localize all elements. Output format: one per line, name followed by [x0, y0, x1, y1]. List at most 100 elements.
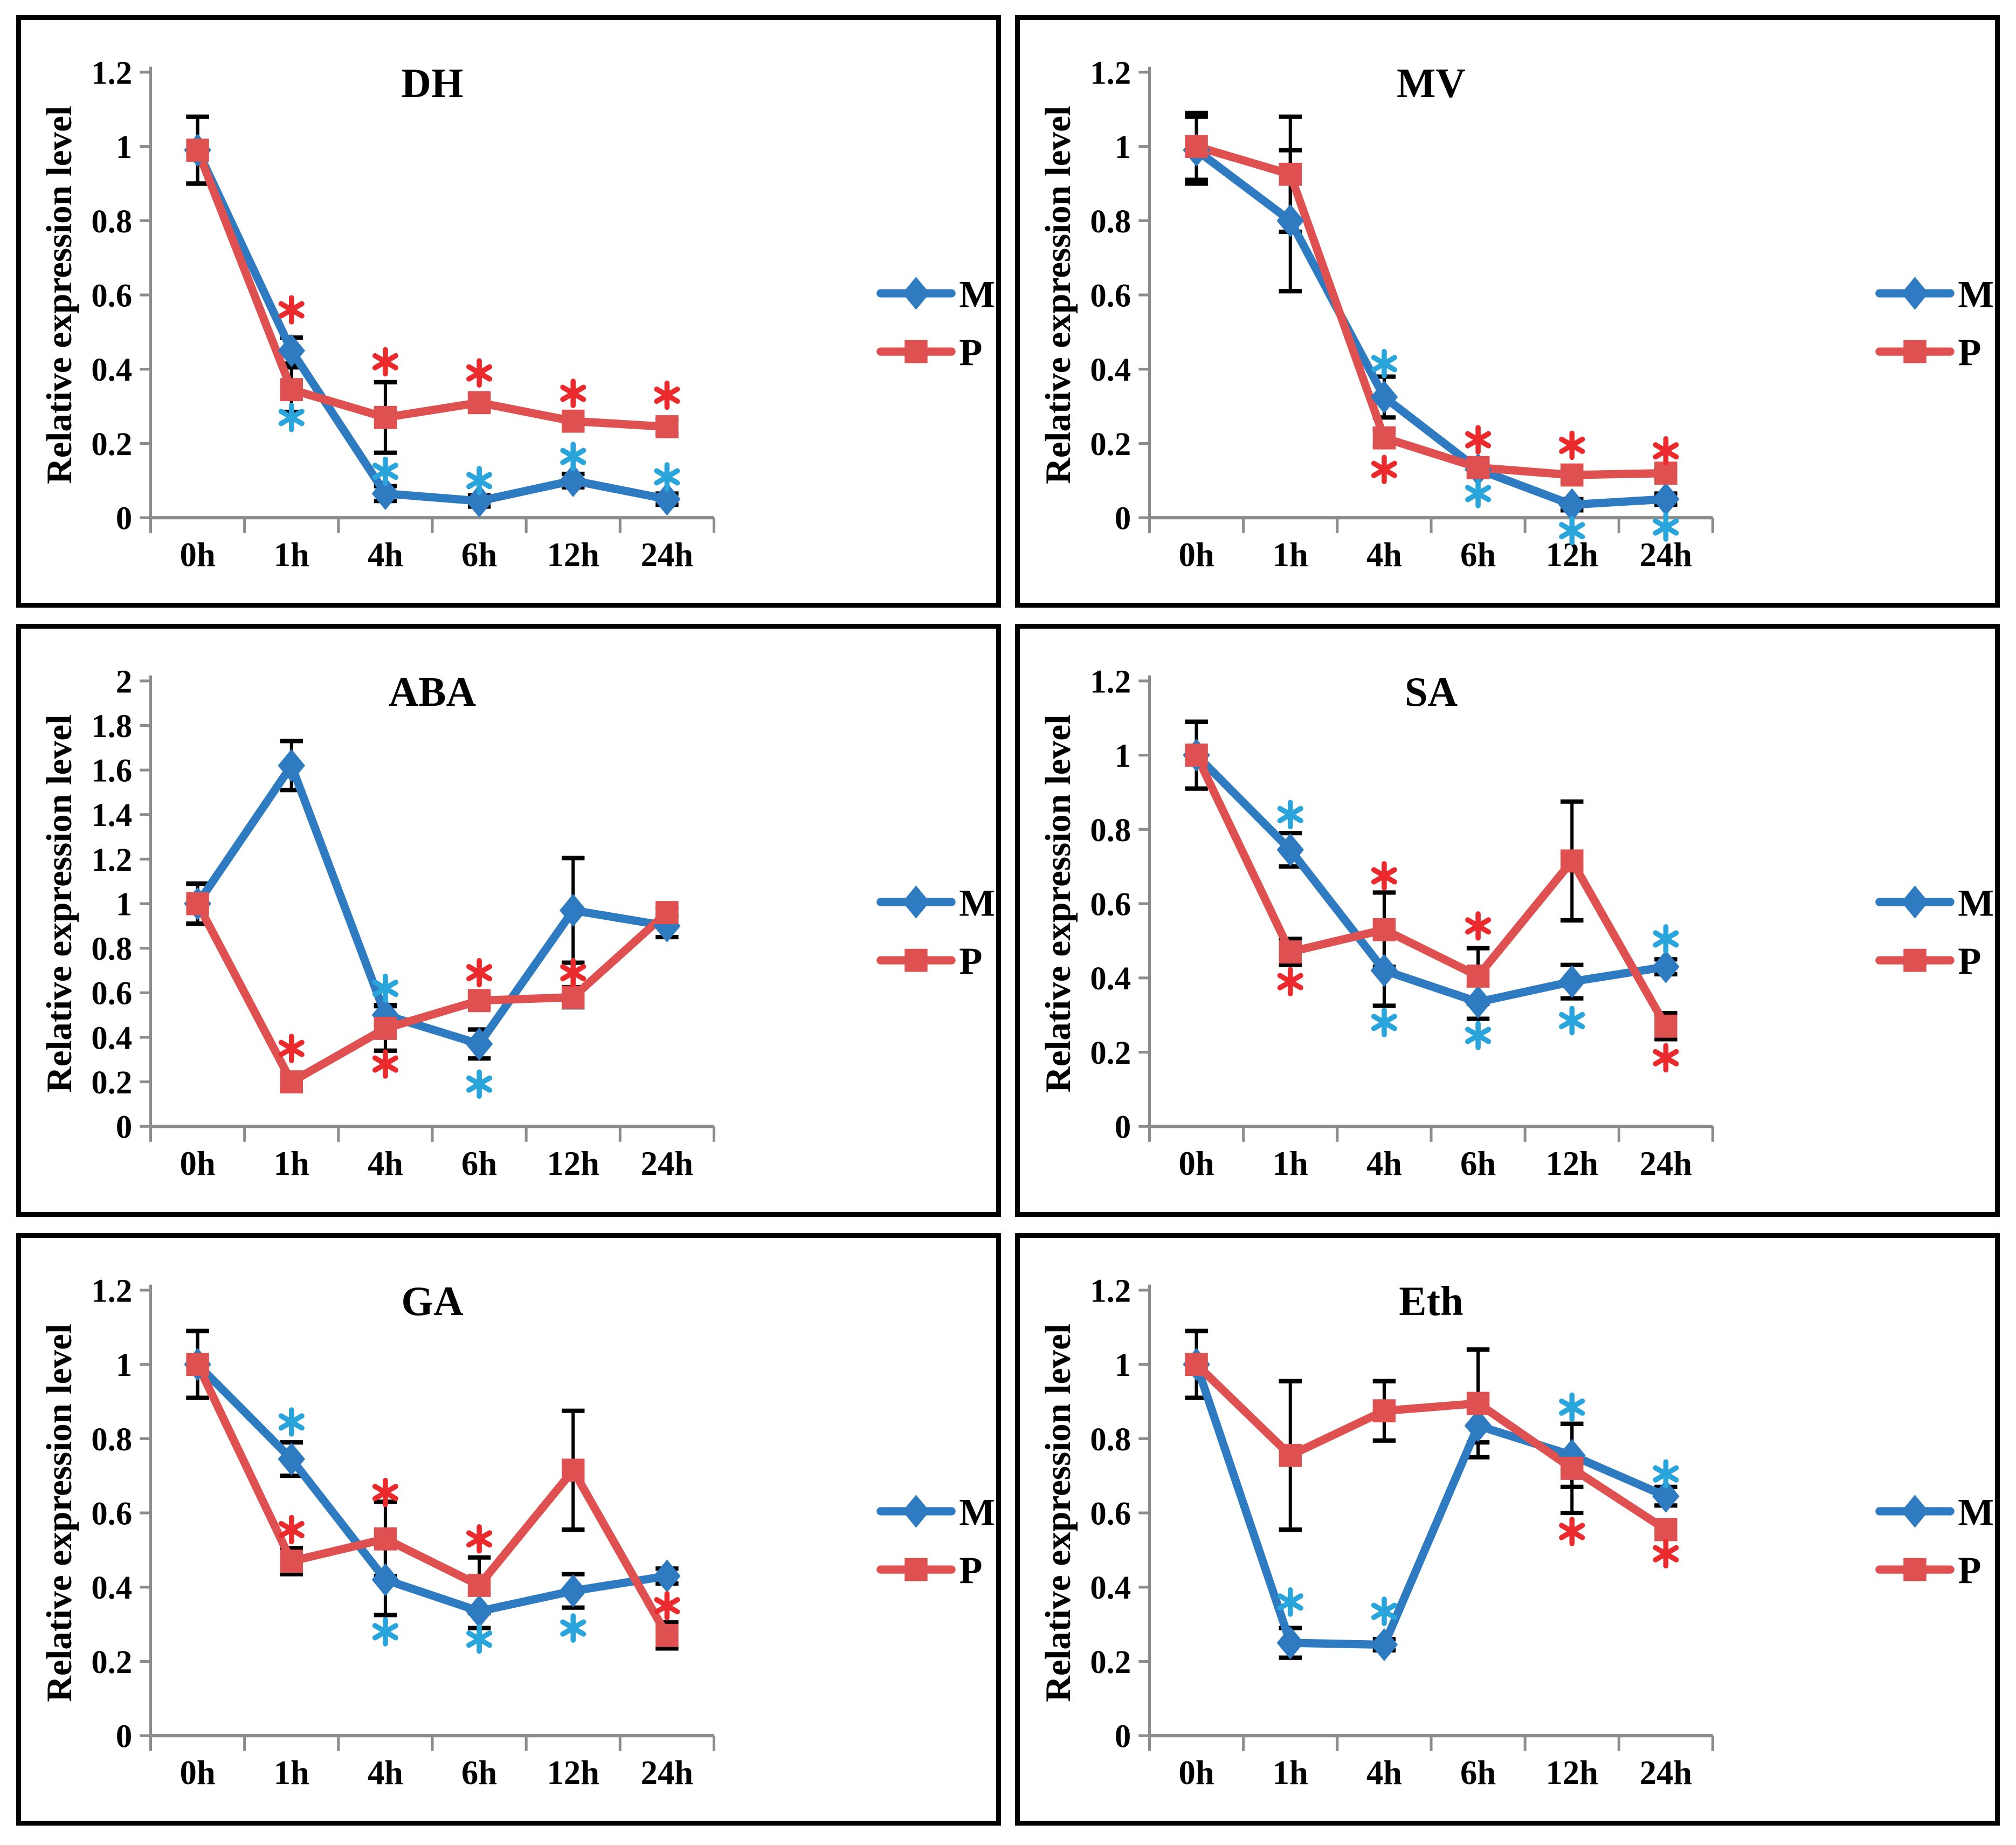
y-tick-label: 0.6 [1090, 887, 1131, 923]
chart-title: DH [401, 59, 463, 106]
data-point-marker-square [1561, 849, 1584, 873]
significance-asterisk [372, 1049, 398, 1079]
asterisk-ray [654, 468, 680, 486]
legend-label: M [1958, 1491, 1994, 1533]
significance-asterisk [466, 958, 493, 988]
y-axis-title: Relative expression level [1038, 106, 1078, 484]
legend-entry-M: M [876, 883, 995, 925]
x-category-label: 24h [641, 536, 693, 574]
y-tick-label: 1.6 [91, 753, 132, 789]
data-point-marker-diamond [371, 477, 399, 511]
data-point-marker-square [1561, 463, 1584, 487]
chart-panel-1: 0 0.2 0.4 0.6 0.8 1 1.2 0h 1h 4h 6h 12h 24h Relative … [16, 15, 1001, 608]
data-point-marker-square [1903, 340, 1927, 363]
data-point-marker-square [1185, 135, 1208, 159]
y-tick-label: 1 [1115, 129, 1131, 166]
data-point-marker-square [1372, 1399, 1396, 1422]
y-tick-label: 0.6 [1090, 1496, 1131, 1532]
asterisk-ray [654, 386, 680, 404]
y-tick-label: 0.6 [91, 1496, 132, 1532]
x-category-label: 24h [641, 1753, 693, 1791]
asterisk-ray [372, 1055, 398, 1073]
significance-asterisk [466, 1524, 493, 1554]
x-category-label: 0h [1179, 1145, 1214, 1182]
x-category-label: 6h [461, 536, 497, 574]
chart-SA: 0 0.2 0.4 0.6 0.8 1 1.2 0h 1h 4h 6h 12h 24h Relative … [1038, 664, 1994, 1182]
y-tick-label: 1.2 [91, 842, 132, 878]
x-category-label: 6h [1460, 1145, 1496, 1182]
y-tick-label: 0.4 [91, 352, 132, 388]
asterisk-ray [1653, 1545, 1679, 1562]
x-category-label: 1h [1273, 536, 1308, 574]
y-tick-label: 0.2 [1090, 1644, 1131, 1680]
x-category-label: 6h [1460, 1753, 1496, 1791]
significance-asterisk [466, 466, 493, 495]
significance-asterisk [372, 456, 398, 486]
legend-label: M [959, 273, 995, 315]
significance-asterisk [1371, 349, 1397, 378]
significance-asterisk [1371, 1008, 1397, 1038]
legend-label: P [1958, 941, 1981, 983]
legend-label: P [959, 332, 982, 374]
asterisk-ray [1277, 973, 1303, 991]
data-point-marker-square [1279, 940, 1302, 964]
significance-asterisk [1559, 1392, 1585, 1422]
legend-entry-M: M [1875, 1491, 1994, 1533]
y-tick-label: 0 [116, 500, 132, 536]
data-point-marker-diamond [902, 1495, 930, 1528]
significance-asterisk [560, 958, 586, 988]
y-axis-title: Relative expression level [1038, 715, 1078, 1093]
series-line-P [194, 146, 672, 431]
significance-asterisk [278, 1407, 305, 1437]
significance-asterisk [1653, 512, 1679, 542]
data-point-marker-diamond [465, 484, 493, 518]
asterisk-ray [1465, 485, 1492, 502]
asterisk-ray [654, 1596, 680, 1614]
x-category-label: 6h [461, 1753, 497, 1791]
data-point-marker-square [1279, 1443, 1302, 1467]
asterisk-ray [1371, 355, 1397, 373]
y-tick-label: 1 [116, 887, 132, 923]
asterisk-ray [1465, 1027, 1492, 1044]
significance-asterisk [372, 347, 398, 377]
significance-asterisk [1559, 516, 1585, 546]
x-category-label: 0h [180, 536, 216, 574]
x-category-label: 4h [1366, 536, 1402, 574]
legend-label: M [1958, 273, 1994, 315]
asterisk-ray [560, 964, 586, 982]
asterisk-ray [466, 964, 493, 982]
y-tick-label: 0 [1115, 500, 1131, 536]
data-point-marker-square [1372, 918, 1396, 942]
y-tick-label: 1.8 [91, 708, 132, 745]
legend-entry-P: P [1875, 1550, 1981, 1592]
asterisk-ray [466, 1630, 493, 1648]
x-category-label: 0h [1179, 536, 1214, 574]
data-point-marker-diamond [653, 1559, 681, 1593]
asterisk-ray [1559, 522, 1585, 540]
data-point-marker-square [1185, 1352, 1208, 1376]
y-tick-label: 0.4 [91, 1570, 132, 1606]
y-tick-label: 0.2 [1090, 426, 1131, 463]
asterisk-ray [278, 409, 305, 426]
series-line-M [194, 761, 672, 1049]
chart-panel-5: 0 0.2 0.4 0.6 0.8 1 1.2 0h 1h 4h 6h 12h 24h Relative … [16, 1233, 1001, 1826]
asterisk-ray [1371, 460, 1397, 478]
asterisk-ray [1371, 867, 1397, 885]
x-category-label: 0h [180, 1753, 216, 1791]
significance-asterisk [372, 1616, 398, 1647]
legend-label: M [1958, 883, 1994, 925]
legend-entry-P: P [876, 332, 982, 374]
legend-entry-M: M [1875, 883, 1994, 925]
legend-label: M [959, 1491, 995, 1533]
x-category-label: 4h [368, 1145, 403, 1182]
significance-asterisk [654, 1591, 680, 1621]
data-point-marker-square [1466, 1392, 1490, 1415]
data-point-marker-square [186, 139, 209, 162]
y-tick-label: 0.8 [91, 1421, 132, 1457]
y-axis-title: Relative expression level [39, 106, 79, 484]
y-tick-label: 0.4 [1090, 1570, 1131, 1606]
significance-asterisk [1653, 1043, 1679, 1073]
asterisk-ray [372, 463, 398, 480]
x-category-label: 12h [1546, 1753, 1598, 1791]
data-point-marker-square [655, 1623, 679, 1647]
